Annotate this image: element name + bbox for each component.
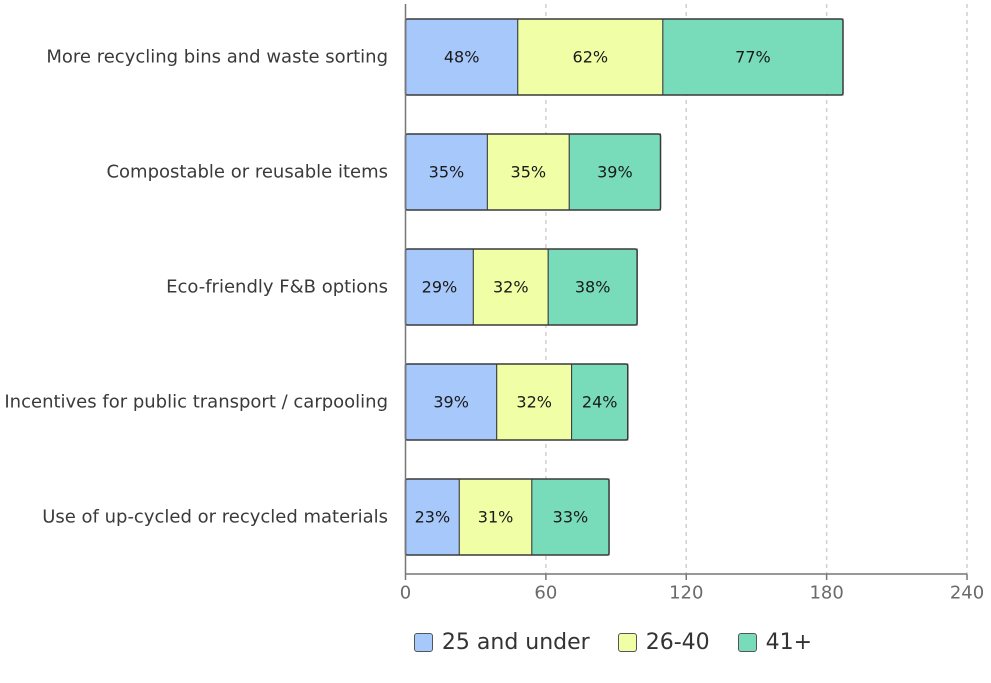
legend: 25 and under 26-40 41+	[0, 630, 991, 655]
bar-value-label: 31%	[478, 508, 514, 527]
category-label: Compostable or reusable items	[106, 162, 388, 183]
legend-label: 25 and under	[441, 630, 590, 655]
bar-segment	[458, 478, 533, 556]
x-tick-label: 0	[400, 583, 411, 604]
bar-segment	[405, 133, 488, 211]
bar-value-label: 32%	[516, 393, 552, 412]
bar-segment	[517, 18, 664, 96]
bar-segment	[571, 363, 629, 441]
bar-segment	[547, 248, 638, 326]
category-label: Incentives for public transport / carpoo…	[4, 392, 388, 413]
legend-item: 41+	[737, 630, 813, 655]
category-label: Eco-friendly F&B options	[166, 277, 388, 298]
category-labels: More recycling bins and waste sorting Com…	[4, 47, 388, 528]
bar-value-label: 23%	[415, 508, 451, 527]
legend-label: 26-40	[645, 630, 710, 655]
legend-swatch	[737, 633, 757, 652]
legend-item: 26-40	[617, 630, 710, 655]
x-tick-label: 60	[534, 583, 557, 604]
legend-label: 41+	[765, 630, 813, 655]
bar-value-label: 77%	[735, 48, 771, 67]
legend-swatch	[413, 633, 433, 652]
bar-value-label: 29%	[422, 278, 458, 297]
category-label: More recycling bins and waste sorting	[46, 47, 388, 68]
bar-value-label: 39%	[433, 393, 469, 412]
bar-segment	[405, 363, 498, 441]
bar-value-label: 24%	[582, 393, 618, 412]
legend-item: 25 and under	[413, 630, 590, 655]
bar-value-label: 38%	[575, 278, 611, 297]
bar-value-label: 48%	[444, 48, 480, 67]
legend-swatch	[617, 633, 637, 652]
bar-segment	[486, 133, 570, 211]
bar-segment	[496, 363, 573, 441]
bar-value-label: 62%	[573, 48, 609, 67]
bar-segment	[568, 133, 662, 211]
bar-value-label: 35%	[429, 163, 465, 182]
bar-segment	[405, 478, 460, 556]
category-label: Use of up-cycled or recycled materials	[42, 507, 388, 528]
bar-value-label: 32%	[493, 278, 529, 297]
bar-value-label: 39%	[597, 163, 633, 182]
bar-value-label: 33%	[553, 508, 589, 527]
x-axis: 0 60 120 180 240	[400, 4, 984, 604]
x-tick-label: 180	[809, 583, 843, 604]
x-tick-label: 120	[669, 583, 703, 604]
x-tick-label: 240	[950, 583, 984, 604]
bar-value-label: 35%	[511, 163, 547, 182]
bars: 48% 62% 77% 35% 35% 39% 29% 32% 38% 39% 32% 24% 23% 3…	[404, 18, 844, 556]
